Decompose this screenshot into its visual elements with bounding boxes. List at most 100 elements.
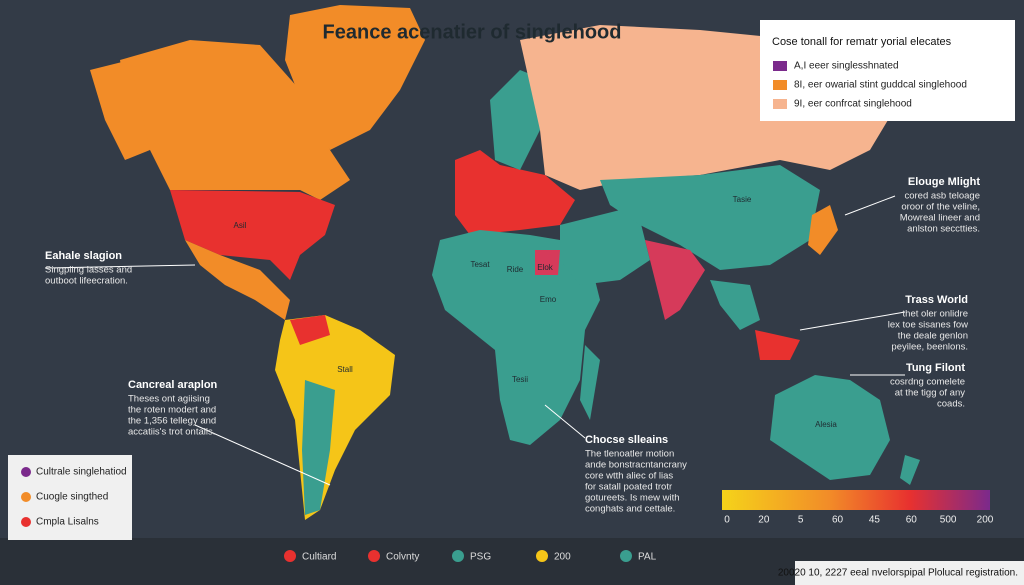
annotation-heading: Elouge Mlight — [908, 176, 980, 188]
scale-tick-label: 60 — [906, 515, 918, 526]
legend-label: A,I eeer singlesshnated — [794, 61, 899, 72]
annotation-line: accatiis's trot ontalls. — [128, 427, 215, 438]
title: Feance acenatier of singlehood — [323, 21, 622, 43]
middle-east — [560, 210, 650, 285]
legend-dot — [21, 467, 31, 477]
annotation-heading: Chocse slleains — [585, 434, 668, 446]
annotation-line: cosrdng comelete — [890, 377, 965, 388]
legend-dot — [620, 550, 632, 562]
alaska — [90, 60, 150, 160]
annotation-line: at the tigg of any — [895, 388, 965, 399]
india — [645, 240, 705, 320]
map-label: Tasie — [733, 195, 752, 204]
scale-tick-label: 200 — [977, 515, 994, 526]
annotation-heading: Tung Filont — [906, 362, 965, 374]
map-label: Emo — [540, 295, 557, 304]
greenland — [285, 5, 425, 150]
annotation-line: coads. — [937, 399, 965, 410]
annotation-line: outboot lifeecration. — [45, 276, 128, 287]
canada — [120, 40, 350, 200]
footer: 20020 10, 2227 eeal nvelorspipal Ploluca… — [778, 568, 1018, 579]
annotation-line: peyilee, beenlons. — [891, 342, 968, 353]
africa — [432, 230, 600, 445]
legend-label: Cuogle singthed — [36, 492, 108, 503]
annotation-line: anlston secctties. — [907, 224, 980, 235]
leader-line — [544, 404, 586, 439]
map-label: Tesii — [512, 375, 528, 384]
annotation-line: thet oler onlidre — [903, 309, 968, 320]
legend-label: 200 — [554, 552, 571, 563]
new-zealand — [900, 455, 920, 485]
color-scale — [722, 490, 990, 510]
top-legend-box — [760, 20, 1015, 121]
map-label: Elok — [537, 263, 554, 272]
legend-label: 8I, eer owarial stint guddcal singlehood — [794, 80, 967, 91]
annotation-heading: Trass World — [905, 294, 968, 306]
annotation-line: for satall poated trotr — [585, 482, 672, 493]
annotation-line: ande bonstracntancrany — [585, 460, 687, 471]
legend-dot — [452, 550, 464, 562]
annotation-line: gotureets. Is mew with — [585, 493, 680, 504]
leader-line — [799, 311, 906, 331]
annotation-line: core wtth aliec of lias — [585, 471, 673, 482]
usa — [170, 190, 335, 280]
annotation-line: conghats and cettale. — [585, 504, 675, 515]
top-legend-title: Cose tonall for rematr yorial elecates — [772, 36, 952, 48]
annotation-line: lex toe sisanes fow — [888, 320, 968, 331]
scale-tick-label: 60 — [832, 515, 844, 526]
legend-label: Colvnty — [386, 552, 419, 563]
scale-tick-label: 500 — [940, 515, 957, 526]
annotation-line: the roten modert and — [128, 405, 216, 416]
scandinavia — [490, 70, 545, 170]
scale-tick-label: 45 — [869, 515, 881, 526]
legend-label: PAL — [638, 552, 657, 563]
map-label: Asil — [234, 221, 247, 230]
scale-tick-label: 0 — [724, 515, 730, 526]
leader-line — [844, 195, 896, 216]
annotation-line: Singpling lasses and — [45, 265, 132, 276]
map-label: Ride — [507, 265, 524, 274]
scale-tick-label: 20 — [758, 515, 770, 526]
australia — [770, 375, 890, 480]
annotation-heading: Eahale slagion — [45, 250, 122, 262]
china — [600, 165, 820, 270]
legend-swatch — [773, 80, 787, 90]
annotation-line: cored asb teloage — [904, 191, 980, 202]
leader-line — [44, 264, 196, 269]
map-label: Tesat — [470, 260, 490, 269]
legend-label: Cultiard — [302, 552, 336, 563]
annotation-line: The tlenoatler motion — [585, 449, 674, 460]
annotation-line: the deale genlon — [898, 331, 968, 342]
europe — [455, 150, 575, 235]
legend-label: 9I, eer confrcat singlehood — [794, 99, 912, 110]
annotation-line: Mowreal lineer and — [900, 213, 980, 224]
legend-dot — [21, 517, 31, 527]
legend-label: Cultrale singlehatiod — [36, 467, 127, 478]
southern-cone — [302, 380, 335, 515]
mexico — [185, 240, 290, 320]
legend-dot — [368, 550, 380, 562]
map-label: Stall — [337, 365, 353, 374]
egypt — [535, 250, 560, 275]
indonesia — [755, 330, 800, 360]
japan — [808, 205, 838, 255]
annotation-line: the 1,356 tellegy and — [128, 416, 216, 427]
venezuela — [290, 315, 330, 345]
legend-label: PSG — [470, 552, 491, 563]
annotation-line: oroor of the veline, — [901, 202, 980, 213]
scale-tick-label: 5 — [798, 515, 804, 526]
legend-swatch — [773, 61, 787, 71]
legend-dot — [536, 550, 548, 562]
madagascar — [580, 345, 600, 420]
footer-box — [795, 561, 1024, 585]
legend-dot — [21, 492, 31, 502]
legend-swatch — [773, 99, 787, 109]
annotation-line: Theses ont agiising — [128, 394, 210, 405]
legend-label: Cmpla Lisalns — [36, 517, 99, 528]
map-label: Alesia — [815, 420, 837, 429]
leader-line — [194, 424, 331, 486]
southeast-asia — [710, 280, 760, 330]
legend-dot — [284, 550, 296, 562]
annotation-heading: Cancreal araplon — [128, 379, 218, 391]
